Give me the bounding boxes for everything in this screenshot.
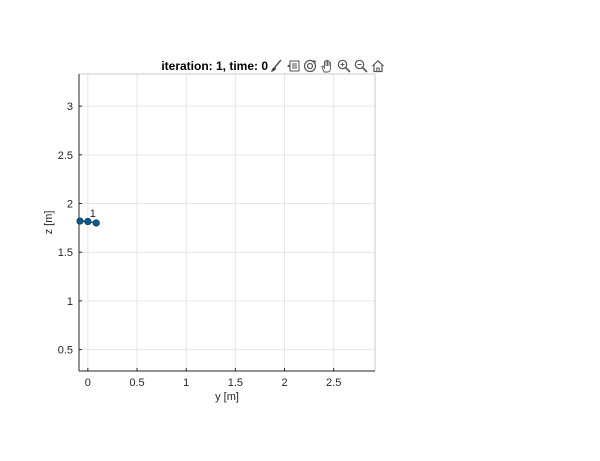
brush-button[interactable]: [268, 57, 284, 75]
y-tick-label: 3: [67, 101, 73, 113]
x-tick-label: 0.5: [129, 377, 144, 389]
x-tick-label: 2: [281, 377, 287, 389]
tick-labels: 0 0.5 1 1.5 2 2.5 0.5 1 1.5 2 2.5 3: [58, 101, 342, 389]
zoom-out-button[interactable]: [353, 57, 369, 75]
rotate-3d-icon: [303, 59, 317, 73]
y-tick-label: 1.5: [58, 247, 73, 259]
y-tick-label: 2: [67, 199, 73, 211]
brush-icon: [271, 59, 282, 72]
x-axis-label: y [m]: [215, 391, 239, 403]
axes-toolbar: [268, 56, 386, 76]
x-tick-label: 2.5: [326, 377, 341, 389]
data-point: [84, 217, 92, 226]
zoom-in-button[interactable]: [336, 57, 352, 75]
point-annotation: 1: [90, 208, 96, 220]
home-icon: [372, 59, 384, 73]
y-tick-label: 0.5: [58, 345, 73, 357]
y-tick-label: 1: [67, 296, 73, 308]
x-tick-label: 0: [85, 377, 91, 389]
pan-button[interactable]: [319, 57, 335, 75]
restore-view-button[interactable]: [370, 57, 386, 75]
plot-title: iteration: 1, time: 0: [161, 59, 268, 73]
zoom-out-icon: [354, 59, 368, 73]
data-tips-button[interactable]: [285, 57, 301, 75]
y-tick-label: 2.5: [58, 150, 73, 162]
pan-hand-icon: [321, 59, 331, 73]
axes-frame: [78, 73, 376, 372]
zoom-in-icon: [337, 59, 351, 73]
y-axis-label: z [m]: [43, 211, 55, 235]
data-point: [76, 217, 84, 225]
x-tick-label: 1.5: [228, 377, 243, 389]
grid: [79, 74, 375, 371]
x-tick-label: 1: [183, 377, 189, 389]
data-point: [92, 219, 100, 227]
rotate-button[interactable]: [302, 57, 318, 75]
axes-area[interactable]: [79, 74, 375, 371]
data-series: 1: [76, 208, 100, 227]
data-tips-icon: [287, 60, 300, 72]
